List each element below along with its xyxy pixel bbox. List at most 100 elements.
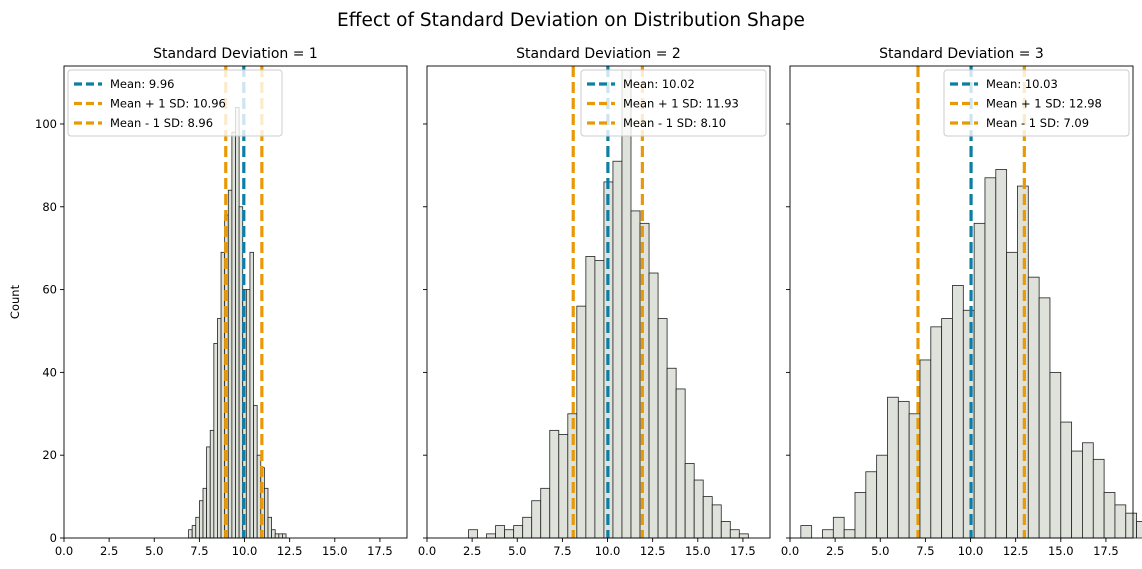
histogram-bar <box>235 107 240 539</box>
legend-label: Mean: 10.03 <box>986 77 1058 91</box>
histogram-bar <box>865 471 878 539</box>
y-tick-label: 0 <box>50 531 57 545</box>
histogram-bar <box>540 487 551 539</box>
histogram-bar <box>1006 251 1018 539</box>
histogram-bar <box>702 496 713 539</box>
histogram-bar <box>267 516 273 539</box>
histogram-bar <box>995 169 1008 539</box>
x-tick-label: 12.5 <box>277 544 303 558</box>
histogram-bar <box>822 529 834 539</box>
x-tick-label: 0.0 <box>781 544 799 558</box>
legend-box <box>67 69 283 137</box>
histogram-bar <box>675 388 686 539</box>
y-axis-label: Count <box>8 284 22 319</box>
histogram-bar <box>576 305 587 539</box>
histogram-bar <box>1060 421 1073 539</box>
legend-label: Mean: 9.96 <box>110 77 174 91</box>
legend-label: Mean + 1 SD: 12.98 <box>986 97 1102 111</box>
histogram-bar <box>1092 458 1105 539</box>
histogram-bar <box>919 359 932 539</box>
histogram-bar <box>263 487 269 539</box>
subplot-title: Standard Deviation = 1 <box>153 46 318 62</box>
x-tick-label: 12.5 <box>640 544 666 558</box>
x-tick-label: 7.5 <box>553 544 571 558</box>
legend-label: Mean - 1 SD: 8.96 <box>110 116 213 130</box>
histogram-bar <box>278 533 283 539</box>
histogram-bar <box>854 492 867 539</box>
legend-label: Mean + 1 SD: 11.93 <box>623 97 739 111</box>
histogram-bar <box>238 206 244 539</box>
x-tick-label: 5.0 <box>508 544 526 558</box>
histogram-bar <box>612 160 623 539</box>
histogram-bar <box>213 343 218 539</box>
y-tick-label: 20 <box>42 448 57 462</box>
histogram-bar <box>930 326 943 539</box>
histogram-bar <box>657 318 668 539</box>
histogram-bar <box>594 260 605 539</box>
histogram-bar <box>1082 442 1094 539</box>
legend: Mean: 10.02 Mean + 1 SD: 11.93 Mean - 1 SD… <box>580 69 767 137</box>
histogram-bar <box>984 177 997 539</box>
axes-frame <box>426 65 771 539</box>
histogram-bar <box>217 318 222 539</box>
histogram-bar <box>711 504 722 539</box>
x-tick-label: 7.5 <box>916 544 934 558</box>
histogram-bar <box>729 529 740 539</box>
x-tick-label: 0.0 <box>418 544 436 558</box>
histogram-bar <box>513 525 524 539</box>
y-tick-label: 80 <box>42 200 57 214</box>
histogram-bar <box>693 479 704 539</box>
histogram-bar <box>1049 371 1062 539</box>
axes-frame <box>789 65 1134 539</box>
x-tick-label: 17.5 <box>1093 544 1119 558</box>
x-tick-label: 17.5 <box>730 544 756 558</box>
x-tick-label: 15.0 <box>685 544 711 558</box>
histogram-bar <box>198 500 204 539</box>
histogram-bar <box>206 446 211 539</box>
histogram-bar <box>274 533 280 539</box>
histogram-bar <box>952 285 964 539</box>
x-tick-label: 0.0 <box>55 544 73 558</box>
x-tick-label: 10.0 <box>595 544 621 558</box>
legend-label: Mean + 1 SD: 10.96 <box>110 97 226 111</box>
histogram-bar <box>549 429 560 539</box>
histogram-bar <box>738 533 749 539</box>
histogram-bar <box>227 189 233 539</box>
histogram-bar <box>231 131 236 539</box>
histogram-bar <box>973 222 986 539</box>
histogram-bar <box>1103 492 1116 539</box>
y-tick-label: 60 <box>42 283 57 297</box>
histogram-bar <box>1071 450 1083 539</box>
legend-box <box>943 69 1130 137</box>
subplot-3: Standard Deviation = 3 0.0 2.5 5.0 7.5 10.0 12… <box>781 46 1142 558</box>
histogram-bar <box>558 434 569 539</box>
histogram-bar <box>271 529 276 539</box>
histogram-bar <box>249 251 254 539</box>
histogram-bar <box>282 533 287 539</box>
x-tick-label: 10.0 <box>958 544 984 558</box>
histogram-bar <box>202 487 208 539</box>
histogram-bar <box>195 516 200 539</box>
histogram-bar <box>253 405 258 539</box>
legend-label: Mean - 1 SD: 8.10 <box>623 116 726 130</box>
subplot-title: Standard Deviation = 3 <box>879 46 1044 62</box>
histogram-bar <box>1038 297 1051 539</box>
legend: Mean: 10.03 Mean + 1 SD: 12.98 Mean - 1 SD… <box>943 69 1130 137</box>
histogram-bar <box>897 400 910 539</box>
x-tick-label: 12.5 <box>1003 544 1029 558</box>
x-tick-label: 2.5 <box>463 544 481 558</box>
x-tick-label: 10.0 <box>232 544 258 558</box>
histogram-bar <box>522 516 533 539</box>
histogram-bar <box>486 533 496 539</box>
histogram-bar <box>648 272 659 539</box>
histogram-bar <box>256 454 262 539</box>
legend: Mean: 9.96 Mean + 1 SD: 10.96 Mean - 1 SD:… <box>67 69 283 137</box>
histogram-bar <box>941 318 953 539</box>
histogram-bar <box>630 210 641 539</box>
histogram-bar <box>191 525 197 539</box>
subplot-title: Standard Deviation = 2 <box>516 46 681 62</box>
legend-label: Mean: 10.02 <box>623 77 695 91</box>
histogram-bar <box>621 69 632 539</box>
y-tick-label: 100 <box>35 117 57 131</box>
